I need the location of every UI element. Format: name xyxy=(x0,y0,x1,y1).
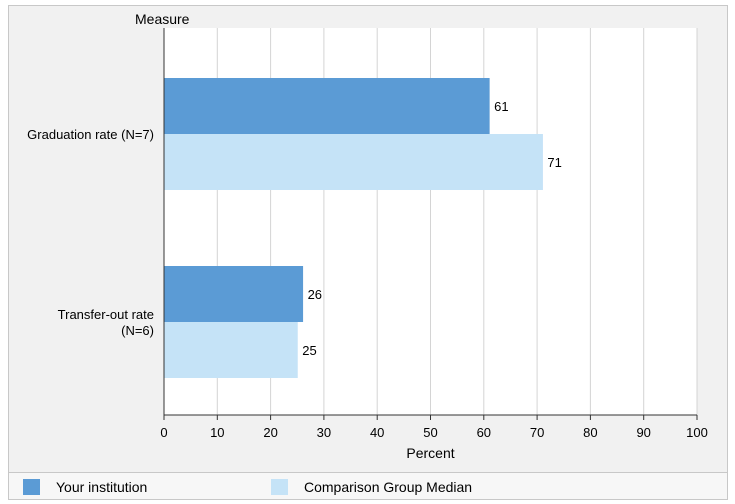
tick-label-x-60: 60 xyxy=(477,425,491,440)
category-label-1-line-1: (N=6) xyxy=(121,323,154,338)
data-label-your-institution-0: 61 xyxy=(494,99,508,114)
data-label-your-institution-1: 26 xyxy=(308,287,322,302)
category-label-1: Transfer-out rate (N=6) xyxy=(58,307,154,338)
data-label-comparison-median-0: 71 xyxy=(547,155,561,170)
y-axis-title: Measure xyxy=(135,11,190,27)
category-label-0-line-0: Graduation rate (N=7) xyxy=(27,127,154,142)
tick-label-x-100: 100 xyxy=(686,425,708,440)
tick-label-x-80: 80 xyxy=(583,425,597,440)
bar-your-institution-1 xyxy=(164,266,304,322)
bar-your-institution-0 xyxy=(164,78,490,134)
legend-label-your-institution: Your institution xyxy=(56,479,148,495)
tick-label-x-50: 50 xyxy=(423,425,437,440)
category-label-1-line-0: Transfer-out rate xyxy=(58,307,154,322)
x-axis-title: Percent xyxy=(406,445,454,461)
legend-label-comparison-median: Comparison Group Median xyxy=(304,479,473,495)
legend-item-comparison-median: Comparison Group Median xyxy=(271,479,472,495)
bar-comparison-median-1 xyxy=(164,322,298,378)
legend: Your institution Comparison Group Median xyxy=(8,472,728,500)
tick-label-x-0: 0 xyxy=(160,425,167,440)
tick-label-x-20: 20 xyxy=(263,425,277,440)
tick-label-x-70: 70 xyxy=(530,425,544,440)
legend-swatch-your-institution xyxy=(23,479,40,495)
tick-label-x-10: 10 xyxy=(210,425,224,440)
tick-label-x-90: 90 xyxy=(636,425,650,440)
data-label-comparison-median-1: 25 xyxy=(302,343,316,358)
legend-swatch-comparison-median xyxy=(271,479,288,495)
tick-label-x-30: 30 xyxy=(317,425,331,440)
bar-comparison-median-0 xyxy=(164,134,543,190)
tick-label-x-40: 40 xyxy=(370,425,384,440)
category-label-0: Graduation rate (N=7) xyxy=(27,127,154,142)
legend-item-your-institution: Your institution xyxy=(23,479,147,495)
